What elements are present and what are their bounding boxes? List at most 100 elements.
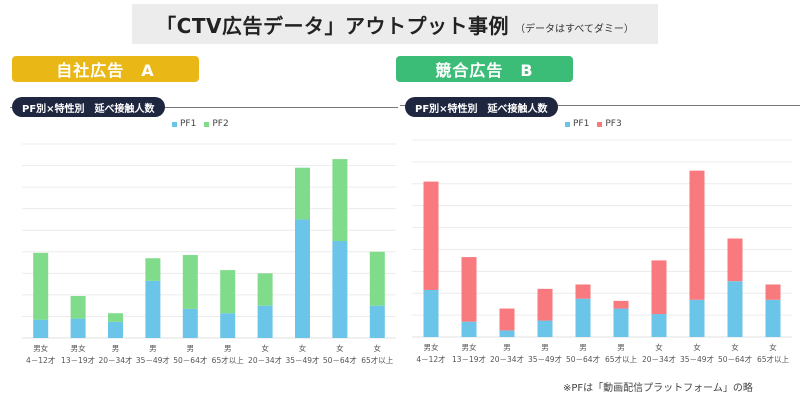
x-tick-label-gender: 女 <box>261 343 269 353</box>
bar-pf1 <box>182 308 198 338</box>
bar-pf1 <box>689 299 705 337</box>
x-tick-label-gender: 男 <box>541 343 549 352</box>
x-tick-label-gender: 男 <box>503 343 511 352</box>
bar-pf2 <box>257 273 273 306</box>
x-tick-label-age: 20－34才 <box>98 355 133 365</box>
chart-b: 男女4－12才男女13－19才男20－34才男35－49才男50－64才男65才… <box>412 139 792 364</box>
bar-pf3 <box>651 260 667 315</box>
bar-pf1 <box>765 299 781 337</box>
bar-pf1 <box>651 314 667 337</box>
bar-pf3 <box>765 284 781 300</box>
x-tick-label-age: 35－49才 <box>285 355 320 365</box>
page-title: 「CTV広告データ」アウトプット事例 <box>156 13 509 38</box>
x-tick-label-gender: 男 <box>112 344 120 353</box>
x-tick-label-age: 13－19才 <box>61 355 96 365</box>
bar-pf3 <box>727 238 743 282</box>
bar-pf2 <box>108 313 123 322</box>
x-tick-label-age: 13－19才 <box>452 354 487 364</box>
x-tick-label-age: 35－49才 <box>680 354 715 364</box>
legend-label: PF1 <box>180 119 197 129</box>
legend-label: PF3 <box>605 119 622 129</box>
bar-pf1 <box>108 321 123 338</box>
bar-pf1 <box>423 289 439 337</box>
x-tick-label-gender: 男 <box>579 343 587 352</box>
subhead-divider-a <box>10 107 398 108</box>
bar-pf3 <box>613 300 629 309</box>
bar-pf1 <box>332 241 348 338</box>
legend-item-pf1: PF1 <box>565 119 589 129</box>
bar-pf2 <box>182 255 198 309</box>
bar-pf1 <box>537 320 553 337</box>
x-tick-label-age: 50－64才 <box>173 355 208 365</box>
x-tick-label-gender: 女 <box>655 342 663 352</box>
footnote: ※PFは「動画配信プラットフォーム」の略 <box>563 383 753 394</box>
legend-swatch-pf1 <box>565 121 570 127</box>
x-tick-label-gender: 女 <box>693 342 701 352</box>
bar-pf2 <box>332 159 348 241</box>
x-tick-label-age: 65才以上 <box>757 354 790 364</box>
x-tick-label-age: 35－49才 <box>136 355 171 365</box>
bar-pf1 <box>499 330 515 337</box>
x-tick-label-gender: 男 <box>224 344 232 353</box>
bar-pf3 <box>689 170 705 300</box>
x-tick-label-age: 50－64才 <box>718 354 753 364</box>
chart-b-subhead: PF別×特性別 延べ接触人数 <box>405 97 558 117</box>
x-tick-label-gender: 男女 <box>33 343 48 353</box>
x-tick-label-gender: 男女 <box>424 342 439 352</box>
bar-pf1 <box>461 321 477 337</box>
bar-pf3 <box>537 288 553 321</box>
bar-pf3 <box>499 308 515 331</box>
page-subtitle: （データはすべてダミー） <box>514 23 634 35</box>
chart-a: 男女4－12才男女13－19才男20－34才男35－49才男50－64才男65才… <box>22 143 396 365</box>
x-tick-label-age: 4－12才 <box>416 354 446 364</box>
bar-pf2 <box>33 252 49 320</box>
x-tick-label-gender: 女 <box>731 342 739 352</box>
title-banner: 「CTV広告データ」アウトプット事例 （データはすべてダミー） <box>132 4 658 44</box>
legend-swatch-pf3 <box>597 121 603 127</box>
legend-swatch-pf1 <box>172 121 177 127</box>
x-tick-label-age: 20－34才 <box>490 354 525 364</box>
bar-pf1 <box>70 318 86 338</box>
x-tick-label-gender: 男女 <box>71 343 86 353</box>
x-tick-label-gender: 男 <box>149 344 157 353</box>
x-tick-label-gender: 女 <box>769 342 777 352</box>
legend-item-pf3: PF3 <box>597 119 622 129</box>
bar-pf1 <box>295 219 310 338</box>
subhead-divider-b <box>400 105 800 106</box>
legend-swatch-pf2 <box>204 121 210 127</box>
bar-pf1 <box>575 298 591 337</box>
x-tick-label-gender: 男 <box>617 343 625 352</box>
section-label-a: 自社広告 A <box>12 56 199 82</box>
x-tick-label-age: 65才以上 <box>361 355 394 365</box>
bar-pf2 <box>295 167 310 220</box>
bar-pf2 <box>70 295 86 319</box>
x-tick-label-age: 65才以上 <box>605 354 638 364</box>
x-tick-label-age: 20－34才 <box>248 355 283 365</box>
chart-b-legend: PF1 PF3 <box>565 119 622 129</box>
bar-pf3 <box>575 284 591 299</box>
x-tick-label-gender: 男女 <box>462 342 477 352</box>
x-tick-label-age: 50－64才 <box>323 355 358 365</box>
x-tick-label-age: 4－12才 <box>26 355 56 365</box>
legend-label: PF2 <box>212 119 229 129</box>
x-tick-label-gender: 女 <box>374 343 382 353</box>
section-label-b: 競合広告 B <box>396 56 573 82</box>
bar-pf3 <box>461 257 477 322</box>
x-tick-label-age: 65才以上 <box>212 355 245 365</box>
bar-pf1 <box>145 280 161 338</box>
x-tick-label-gender: 女 <box>336 343 344 353</box>
bar-pf1 <box>369 305 385 338</box>
bar-pf2 <box>220 270 236 314</box>
x-tick-label-gender: 男 <box>187 344 195 353</box>
bar-pf3 <box>423 181 439 290</box>
legend-label: PF1 <box>573 119 590 129</box>
bar-pf1 <box>257 305 273 338</box>
x-tick-label-age: 35－49才 <box>528 354 563 364</box>
x-tick-label-gender: 女 <box>299 343 307 353</box>
x-tick-label-age: 50－64才 <box>566 354 601 364</box>
bar-pf1 <box>613 308 629 337</box>
bar-pf2 <box>145 258 161 281</box>
legend-item-pf2: PF2 <box>204 119 229 129</box>
chart-a-subhead: PF別×特性別 延べ接触人数 <box>12 97 165 117</box>
legend-item-pf1: PF1 <box>172 119 196 129</box>
